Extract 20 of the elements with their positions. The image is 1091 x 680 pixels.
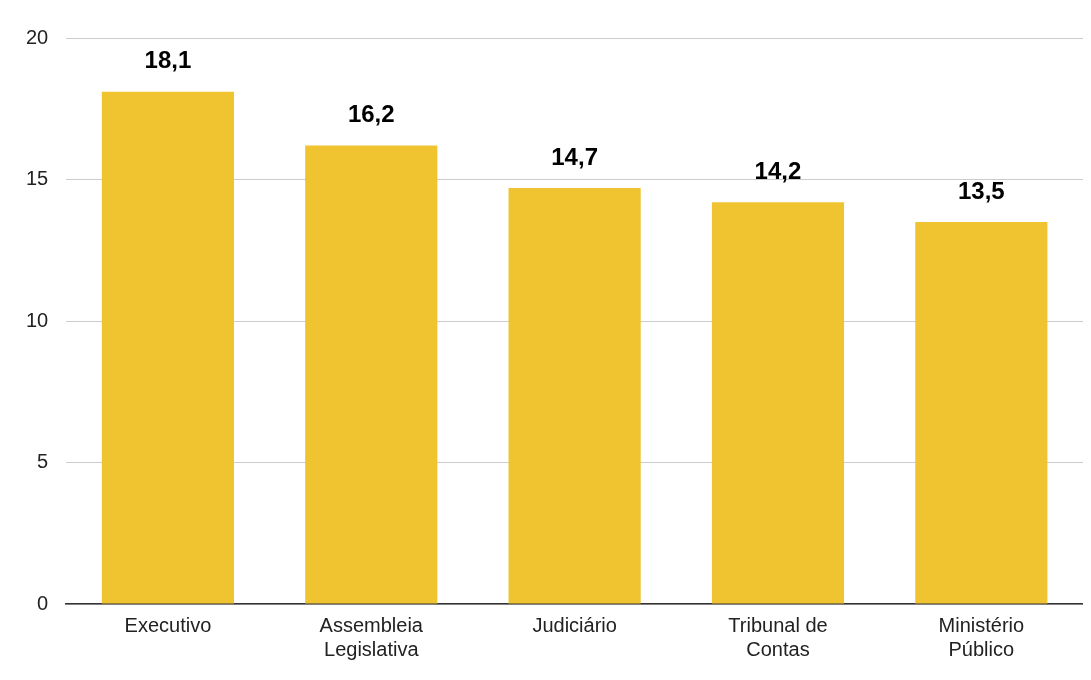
data-label: 14,2 [754,156,802,184]
x-tick-label: Ministério Público [938,613,1025,660]
data-label: 18,1 [144,46,192,74]
x-tick-label: Assembleia Legislativa [319,613,424,660]
x-tick-label: Judiciário [532,613,617,636]
y-tick-label: 15 [26,167,49,190]
y-tick-label: 0 [37,591,49,614]
x-tick-label: Executivo [124,613,212,636]
y-tick-label: 5 [37,450,49,473]
bar [915,221,1048,604]
bar [711,202,845,604]
x-tick-label: Tribunal de Contas [728,613,828,660]
data-label: 16,2 [347,100,395,128]
bar [101,91,235,604]
y-tick-label: 20 [26,25,49,48]
y-tick-label: 10 [26,308,49,331]
bar [508,187,641,604]
bar [305,145,438,604]
data-label: 13,5 [957,176,1005,204]
data-label: 14,7 [551,142,598,170]
